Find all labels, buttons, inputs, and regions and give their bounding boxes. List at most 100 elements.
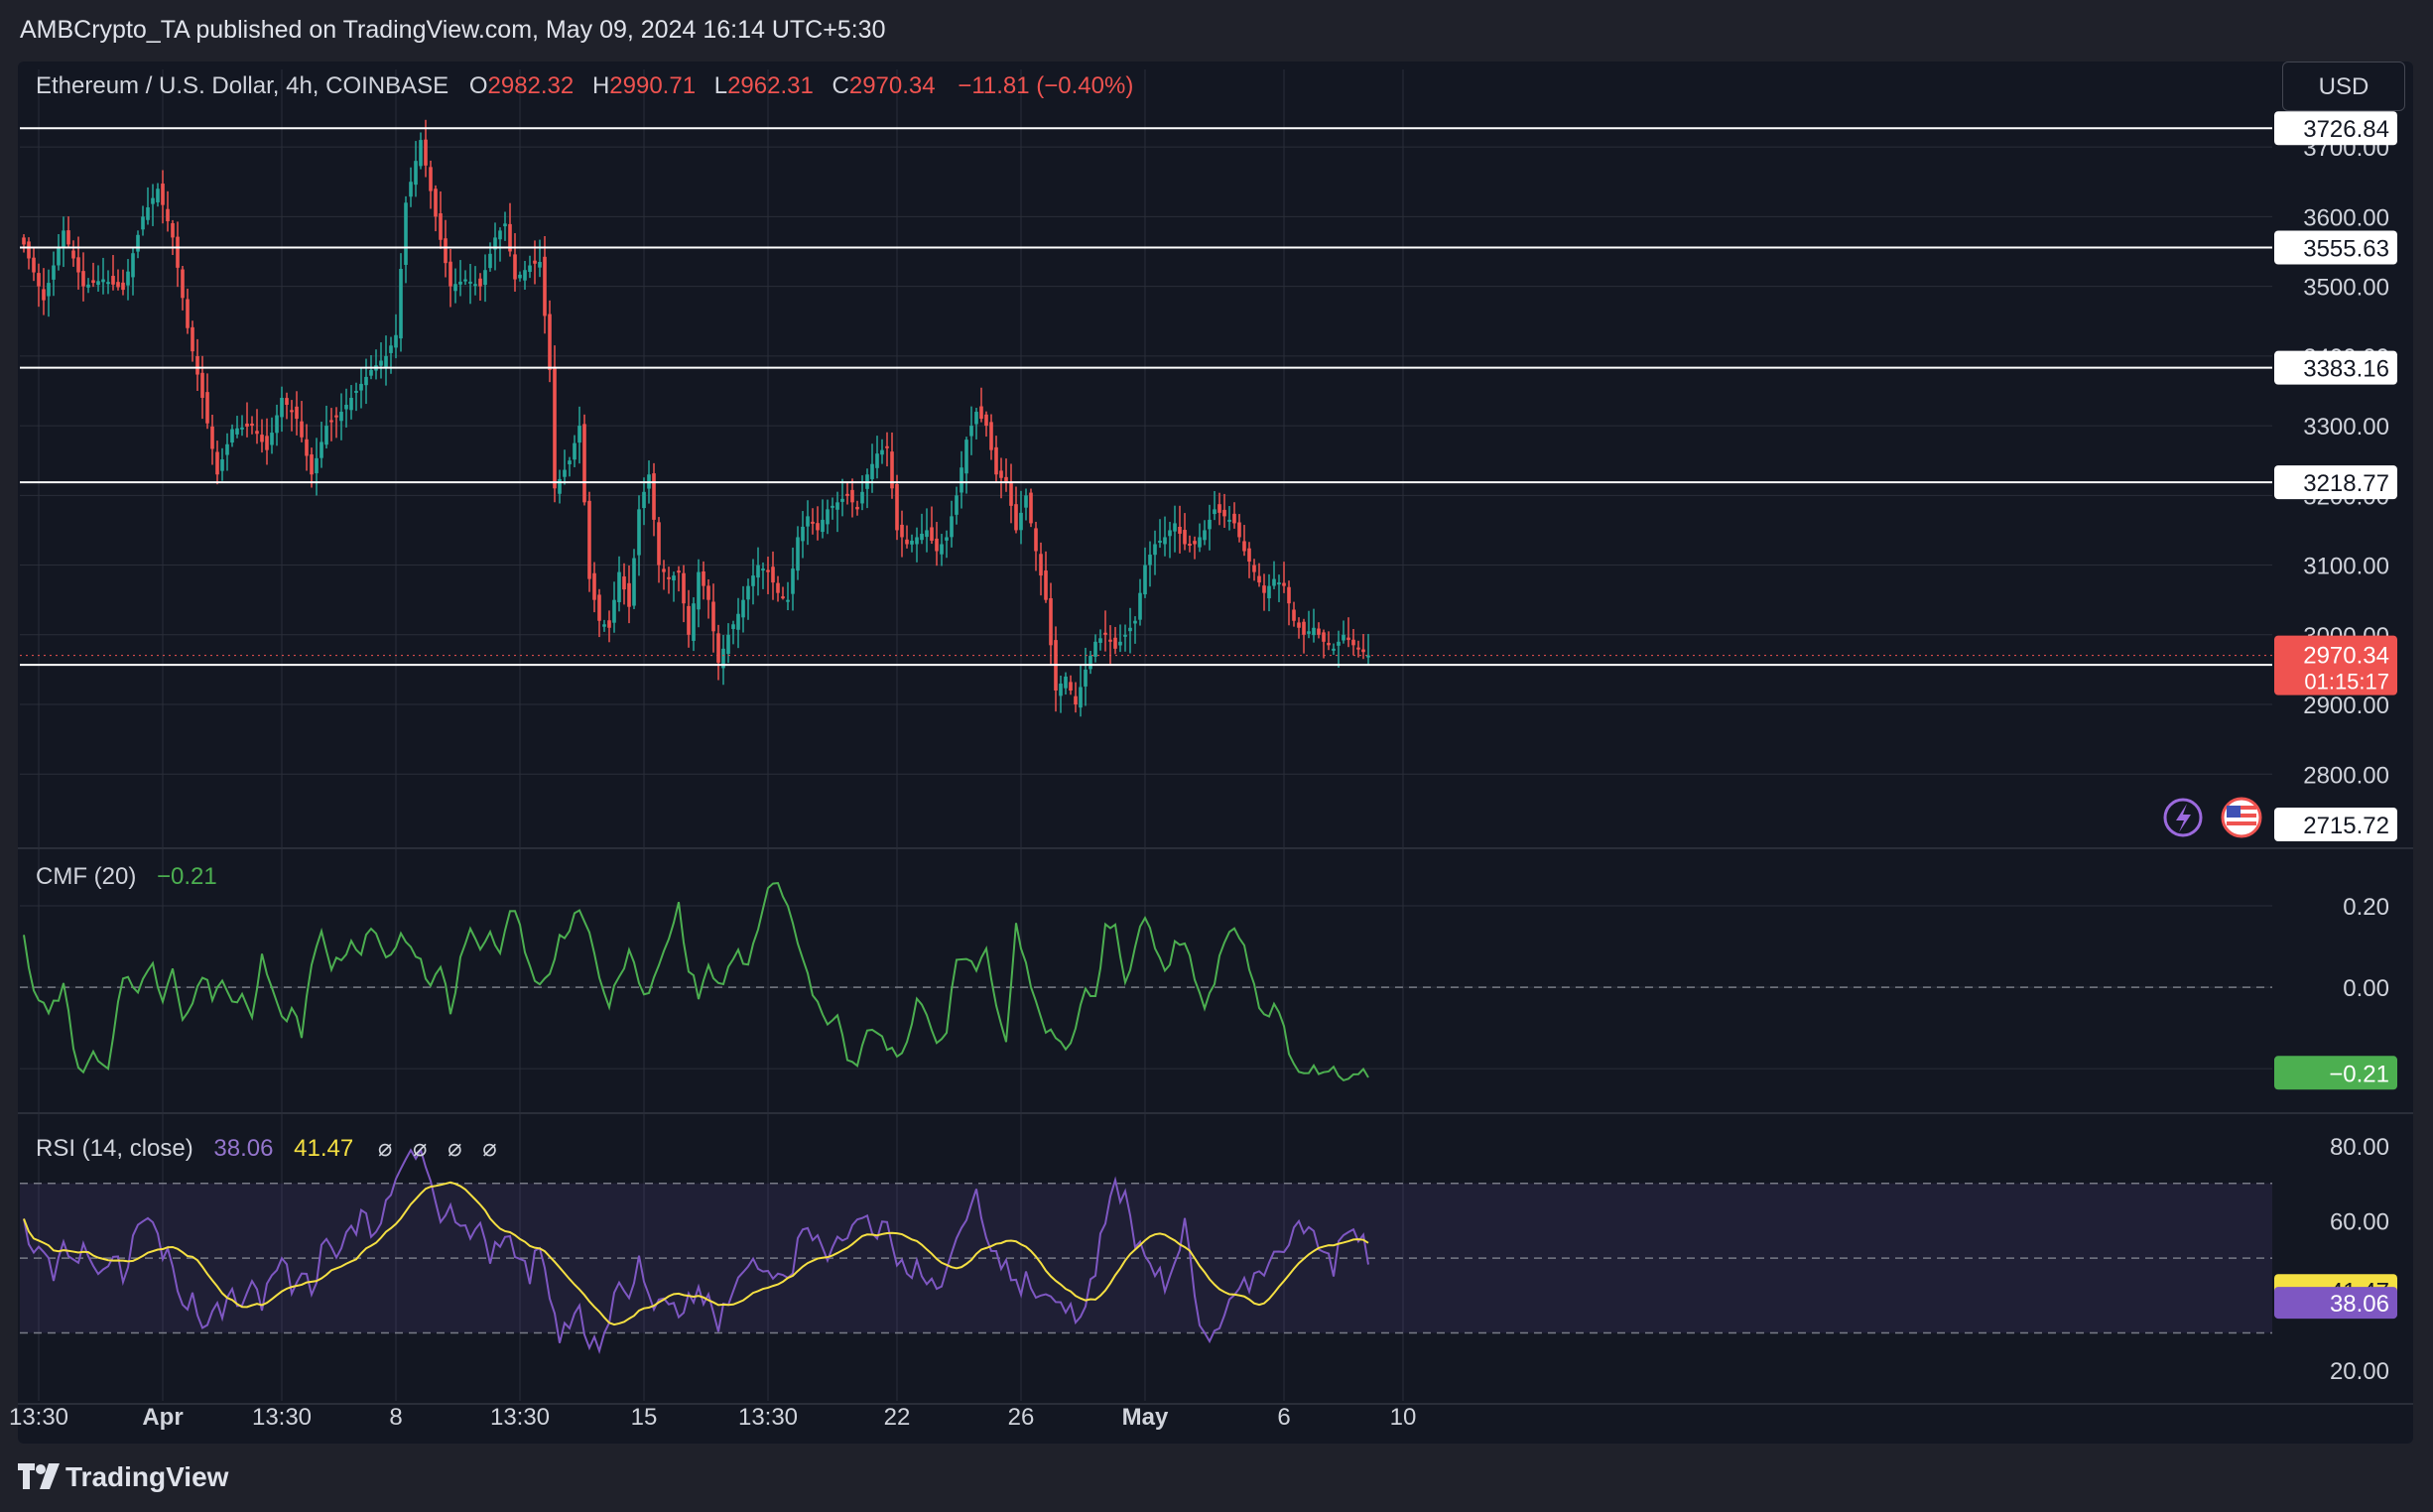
rsi-ma-line[interactable]: [23, 1181, 1369, 1326]
candle-body: [493, 237, 497, 250]
candle-body: [895, 483, 899, 531]
candle-body: [161, 184, 165, 205]
candle-body: [473, 284, 477, 287]
candle-body: [1178, 526, 1182, 534]
level-label-box: [2274, 230, 2397, 265]
footer-brand[interactable]: TradingView: [18, 1453, 415, 1503]
candle-body: [850, 489, 854, 503]
chart-frame[interactable]: [18, 62, 2413, 1444]
candle-body: [329, 420, 333, 423]
candle-body: [305, 439, 309, 456]
rsi-legend[interactable]: RSI (14, close) 38.06 41.47 ⌀ ⌀ ⌀ ⌀: [36, 1135, 497, 1162]
rsi-value: 38.06: [213, 1135, 273, 1162]
candle-body: [1312, 627, 1316, 636]
candle-body: [151, 197, 155, 204]
candle-body: [553, 366, 557, 489]
candle-body: [1138, 592, 1142, 620]
candle-body: [627, 582, 631, 607]
candle-body: [811, 521, 815, 524]
candle-body: [860, 491, 864, 504]
x-tick-label: 6: [1277, 1404, 1290, 1431]
candle-body: [548, 314, 552, 370]
candle-body: [1203, 530, 1207, 541]
candle-body: [1183, 530, 1187, 545]
candle-body: [969, 426, 973, 437]
price-tick-label: 2900.00: [2303, 693, 2389, 719]
candle-body: [925, 530, 929, 538]
candle-body: [389, 345, 393, 353]
candle-body: [1198, 537, 1202, 548]
candle-body: [1346, 637, 1350, 641]
candle-body: [290, 410, 294, 413]
candle-body: [344, 405, 348, 410]
rsi-line[interactable]: [23, 1147, 1369, 1354]
candle-body: [1317, 628, 1321, 635]
candle-body: [702, 570, 705, 586]
candle-body: [245, 423, 249, 427]
candle-body: [736, 613, 740, 630]
candle-body: [692, 603, 696, 641]
candle-body: [711, 601, 715, 632]
cmf-legend[interactable]: CMF (20) −0.21: [36, 863, 217, 890]
rsi-extra-4: ⌀: [482, 1135, 496, 1162]
candle-body: [265, 436, 269, 450]
candle-body: [478, 278, 482, 287]
candle-body: [220, 459, 224, 471]
candle-body: [37, 273, 41, 287]
candle-body: [637, 509, 641, 556]
currency-button[interactable]: USD: [2282, 62, 2405, 111]
candle-body: [488, 253, 492, 269]
candle-body: [171, 223, 175, 238]
candle-body: [518, 274, 522, 279]
candle-body: [76, 257, 80, 273]
symbol-legend[interactable]: Ethereum / U.S. Dollar, 4h, COINBASE O 29…: [36, 72, 1133, 99]
symbol-name: Ethereum / U.S. Dollar, 4h, COINBASE: [36, 72, 448, 99]
candle-body: [935, 538, 939, 552]
candle-body: [483, 270, 487, 286]
candle-body: [1282, 582, 1286, 586]
open-label: O: [469, 72, 488, 99]
candle-body: [1029, 492, 1033, 524]
candle-body: [870, 463, 874, 479]
candle-body: [1004, 476, 1008, 482]
brand-name: TradingView: [65, 1461, 229, 1492]
candle-body: [979, 406, 983, 420]
candle-body: [672, 575, 676, 581]
candle-body: [1168, 530, 1172, 537]
us-flag-icon[interactable]: [2221, 797, 2262, 838]
lightning-icon[interactable]: [2163, 798, 2203, 837]
candle-body: [920, 533, 924, 541]
candle-body: [404, 202, 408, 265]
candle-body: [1039, 554, 1043, 576]
candle-body: [195, 356, 199, 375]
candle-body: [533, 260, 537, 264]
price-tick-label: 3100.00: [2303, 554, 2389, 580]
candle-body: [1163, 537, 1167, 545]
candle-body: [1208, 519, 1212, 530]
cmf-label: CMF (20): [36, 863, 136, 890]
candle-body: [1222, 509, 1226, 517]
x-tick-label: 26: [1008, 1404, 1035, 1431]
candle-body: [191, 326, 194, 352]
candle-body: [721, 648, 725, 669]
candle-body: [875, 453, 879, 468]
close-value: 2970.34: [849, 72, 936, 99]
candle-body: [295, 406, 299, 420]
candle-body: [746, 585, 750, 600]
cmf-value-label: −0.21: [2329, 1061, 2389, 1087]
candle-body: [166, 208, 170, 222]
candle-body: [1292, 609, 1296, 621]
candle-body: [801, 526, 805, 542]
candle-body: [1098, 638, 1102, 643]
candle-body: [116, 282, 120, 288]
candle-body: [1103, 632, 1107, 635]
candle-body: [1108, 639, 1112, 642]
candle-body: [697, 571, 701, 610]
cmf-line[interactable]: [23, 881, 1369, 1082]
candle-body: [974, 412, 978, 425]
x-tick-label: 22: [884, 1404, 911, 1431]
candle-body: [47, 283, 51, 297]
candle-body: [592, 572, 596, 600]
rsi-ma-value: 41.47: [294, 1135, 353, 1162]
